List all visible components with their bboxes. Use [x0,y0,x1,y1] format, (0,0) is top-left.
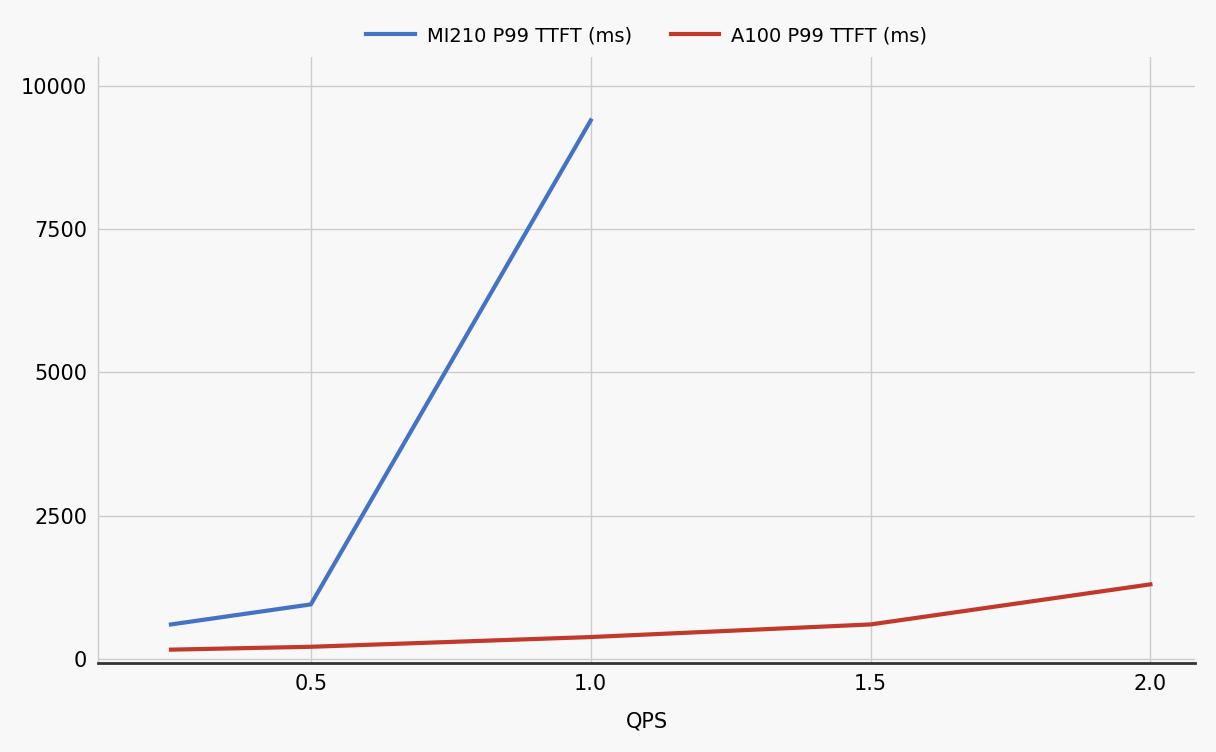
MI210 P99 TTFT (ms) [304,600,319,609]
A100 P99 TTFT (ms) [584,632,598,641]
A100 P99 TTFT (ms) [164,645,179,654]
A100 P99 TTFT (ms) [863,620,878,629]
X-axis label: QPS: QPS [625,711,668,731]
A100 P99 TTFT (ms) [1143,580,1158,589]
Line: A100 P99 TTFT (ms): A100 P99 TTFT (ms) [171,584,1150,650]
Line: MI210 P99 TTFT (ms): MI210 P99 TTFT (ms) [171,120,591,624]
A100 P99 TTFT (ms) [304,642,319,651]
MI210 P99 TTFT (ms) [584,116,598,125]
MI210 P99 TTFT (ms) [164,620,179,629]
Legend: MI210 P99 TTFT (ms), A100 P99 TTFT (ms): MI210 P99 TTFT (ms), A100 P99 TTFT (ms) [359,19,935,53]
